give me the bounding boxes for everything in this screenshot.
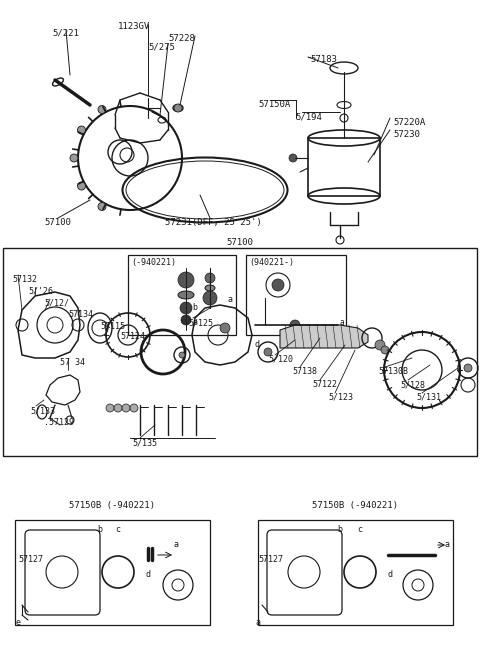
Bar bbox=[258, 520, 453, 625]
Text: 57100: 57100 bbox=[227, 238, 253, 247]
Text: a: a bbox=[192, 318, 197, 327]
Text: a: a bbox=[173, 540, 179, 549]
Text: 57150A: 57150A bbox=[258, 100, 290, 109]
Text: 57122: 57122 bbox=[312, 380, 337, 389]
Text: 5/123: 5/123 bbox=[328, 393, 353, 402]
Text: b: b bbox=[97, 525, 103, 534]
Text: 57138: 57138 bbox=[292, 367, 317, 376]
Ellipse shape bbox=[205, 285, 215, 291]
Text: e: e bbox=[15, 618, 21, 627]
Circle shape bbox=[70, 154, 78, 162]
Text: 5/135: 5/135 bbox=[132, 438, 157, 447]
Polygon shape bbox=[280, 325, 368, 348]
Bar bbox=[3, 248, 477, 456]
Text: 5/128: 5/128 bbox=[400, 380, 425, 389]
Text: 5/125: 5/125 bbox=[188, 318, 213, 327]
Text: 57134: 57134 bbox=[68, 310, 93, 319]
Circle shape bbox=[106, 404, 114, 412]
Text: d: d bbox=[145, 570, 151, 579]
Text: 57115: 57115 bbox=[100, 322, 125, 331]
Text: 5/275: 5/275 bbox=[148, 42, 175, 51]
Bar bbox=[128, 255, 236, 335]
Circle shape bbox=[381, 346, 389, 354]
Text: 57127: 57127 bbox=[258, 556, 283, 564]
Text: c: c bbox=[358, 525, 362, 534]
Text: 57228: 57228 bbox=[168, 34, 195, 43]
Circle shape bbox=[181, 315, 191, 325]
Text: a: a bbox=[228, 295, 233, 304]
Text: a: a bbox=[255, 618, 261, 627]
Circle shape bbox=[203, 291, 217, 305]
Circle shape bbox=[98, 106, 106, 114]
Text: 57183: 57183 bbox=[310, 55, 337, 64]
Circle shape bbox=[220, 323, 230, 333]
Circle shape bbox=[375, 340, 385, 350]
Circle shape bbox=[205, 273, 215, 283]
Circle shape bbox=[77, 126, 85, 134]
Circle shape bbox=[122, 404, 130, 412]
Bar bbox=[246, 255, 346, 335]
Circle shape bbox=[289, 154, 297, 162]
Circle shape bbox=[114, 404, 122, 412]
Text: 57132: 57132 bbox=[12, 275, 37, 284]
Text: b: b bbox=[337, 525, 343, 534]
Text: (-940221): (-940221) bbox=[131, 258, 176, 267]
Circle shape bbox=[180, 302, 192, 314]
Text: 57130B: 57130B bbox=[378, 367, 408, 376]
Text: 57150B (-940221): 57150B (-940221) bbox=[69, 501, 155, 510]
Text: 1123GV: 1123GV bbox=[118, 22, 150, 31]
Text: c: c bbox=[116, 525, 120, 534]
Text: 5/'26: 5/'26 bbox=[28, 287, 53, 296]
Text: 57127: 57127 bbox=[18, 556, 43, 564]
Text: 5/120: 5/120 bbox=[268, 355, 293, 364]
Text: d: d bbox=[254, 340, 260, 349]
Text: 57231(DFF, 25 25'): 57231(DFF, 25 25') bbox=[165, 218, 262, 227]
Circle shape bbox=[272, 279, 284, 291]
Text: 5/221: 5/221 bbox=[52, 28, 79, 37]
Circle shape bbox=[178, 272, 194, 288]
Text: 57150B (-940221): 57150B (-940221) bbox=[312, 501, 398, 510]
Text: d: d bbox=[387, 570, 393, 579]
Text: 57230: 57230 bbox=[393, 130, 420, 139]
Text: (940221-): (940221-) bbox=[249, 258, 294, 267]
Text: 5/194: 5/194 bbox=[295, 112, 322, 121]
Circle shape bbox=[77, 182, 85, 190]
Circle shape bbox=[464, 364, 472, 372]
Circle shape bbox=[290, 320, 300, 330]
Circle shape bbox=[174, 104, 182, 112]
Circle shape bbox=[264, 348, 272, 356]
Text: 57220A: 57220A bbox=[393, 118, 425, 127]
Text: 57124: 57124 bbox=[120, 332, 145, 341]
Text: .57129: .57129 bbox=[44, 418, 74, 427]
Text: b: b bbox=[192, 303, 197, 312]
Ellipse shape bbox=[178, 291, 194, 299]
Text: 57 34: 57 34 bbox=[60, 358, 85, 367]
Circle shape bbox=[179, 352, 185, 358]
Text: 5/131: 5/131 bbox=[416, 393, 441, 402]
Bar bbox=[15, 520, 210, 625]
Text: 57100: 57100 bbox=[44, 218, 71, 227]
Text: a: a bbox=[340, 318, 345, 327]
Text: 5/12/: 5/12/ bbox=[44, 299, 69, 308]
Text: 5/133: 5/133 bbox=[30, 406, 55, 415]
Circle shape bbox=[98, 202, 106, 210]
Bar bbox=[308, 138, 380, 196]
Circle shape bbox=[130, 404, 138, 412]
Text: a: a bbox=[444, 540, 449, 549]
